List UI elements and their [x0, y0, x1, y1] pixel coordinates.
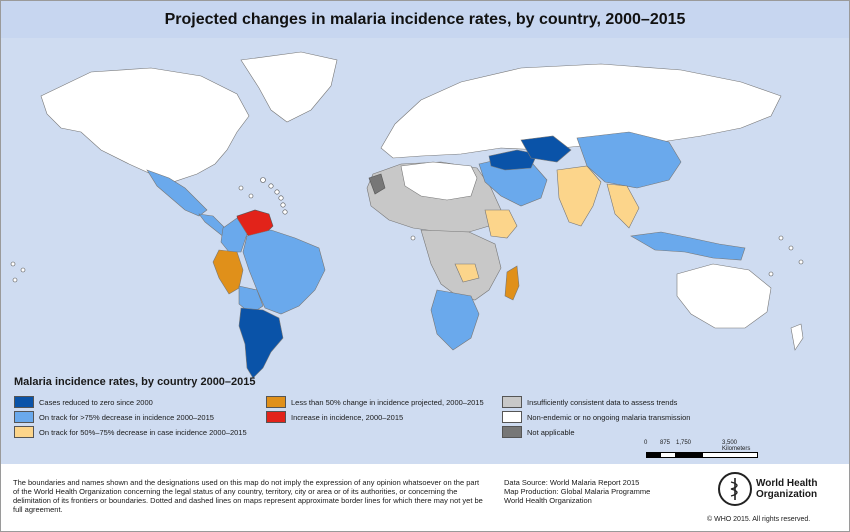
madagascar: [504, 265, 520, 301]
scale-bar: 0 875 1,750 3,500 Kilometers: [644, 440, 766, 460]
legend-item-over75: On track for >75% decrease in incidence …: [14, 411, 214, 423]
legend-item-non-endemic: Non-endemic or no ongoing malaria transm…: [502, 411, 690, 423]
china: [576, 131, 682, 189]
southern-africa: [430, 289, 480, 351]
south-asia: [556, 165, 602, 227]
greenland: [240, 51, 338, 123]
map-production: Map Production: Global Malaria Programme: [504, 487, 651, 496]
title-bar: Projected changes in malaria incidence r…: [1, 1, 849, 38]
legend-item-insufficient: Insufficiently consistent data to assess…: [502, 396, 677, 408]
legend-item-not-applicable: Not applicable: [502, 426, 575, 438]
mexico: [146, 169, 208, 217]
legend-label: Not applicable: [527, 427, 575, 437]
scale-tick: 875: [660, 440, 671, 446]
central-asia: [520, 135, 572, 163]
legend-label: On track for 50%–75% decrease in case in…: [39, 427, 247, 437]
who-logo: World Health Organization: [718, 472, 836, 506]
scale-tick: 3,500 Kilometers: [722, 440, 751, 452]
map-panel: [1, 38, 849, 464]
north-america: [40, 67, 250, 183]
map-title: Projected changes in malaria incidence r…: [164, 10, 686, 28]
southeast-asia: [606, 183, 640, 229]
scale-tick: 0: [644, 440, 648, 446]
pacific-islands: [10, 235, 804, 283]
who-name: World Health Organization: [756, 478, 818, 500]
legend-label: Non-endemic or no ongoing malaria transm…: [527, 412, 691, 422]
legend-swatch: [502, 426, 522, 438]
colombia: [220, 217, 248, 253]
legend-swatch: [14, 426, 34, 438]
legend-label: Insufficiently consistent data to assess…: [527, 397, 678, 407]
australia: [676, 263, 772, 329]
indonesia: [630, 231, 746, 261]
scale-tick: 1,750: [676, 440, 692, 446]
disclaimer-text: The boundaries and names shown and the d…: [13, 478, 483, 514]
organization: World Health Organization: [504, 496, 592, 505]
new-zealand: [790, 323, 804, 351]
north-africa-white: [400, 161, 478, 201]
data-source: Data Source: World Malaria Report 2015: [504, 478, 640, 487]
source-info: Data Source: World Malaria Report 2015 M…: [504, 478, 704, 505]
who-emblem-icon: [718, 472, 752, 506]
western-sahara: [368, 173, 386, 195]
legend-item-less50: Less than 50% change in incidence projec…: [266, 396, 484, 408]
world-map: [10, 51, 804, 378]
legend-item-increase: Increase in incidence, 2000–2015: [266, 411, 403, 423]
legend: Malaria incidence rates, by country 2000…: [14, 376, 714, 392]
legend-swatch: [266, 411, 286, 423]
caribbean-islands: [238, 177, 288, 215]
brazil: [242, 229, 326, 315]
legend-label: Increase in incidence, 2000–2015: [291, 412, 404, 422]
legend-swatch: [14, 411, 34, 423]
legend-swatch: [14, 396, 34, 408]
zambia: [454, 263, 480, 283]
legend-label: Less than 50% change in incidence projec…: [291, 397, 484, 407]
legend-item-cases-zero: Cases reduced to zero since 2000: [14, 396, 153, 408]
footer: The boundaries and names shown and the d…: [1, 464, 849, 530]
peru: [212, 249, 244, 295]
legend-swatch: [266, 396, 286, 408]
copyright: © WHO 2015. All rights reserved.: [707, 516, 811, 523]
legend-swatch: [502, 396, 522, 408]
legend-label: On track for >75% decrease in incidence …: [39, 412, 214, 422]
scale-graphic: [646, 452, 758, 458]
legend-item-50-75: On track for 50%–75% decrease in case in…: [14, 426, 247, 438]
legend-swatch: [502, 411, 522, 423]
ethiopia: [484, 209, 518, 239]
southern-cone: [238, 307, 284, 378]
eurasia-north: [380, 63, 782, 159]
middle-east-zero: [488, 149, 538, 171]
legend-label: Cases reduced to zero since 2000: [39, 397, 153, 407]
legend-title: Malaria incidence rates, by country 2000…: [14, 376, 256, 388]
